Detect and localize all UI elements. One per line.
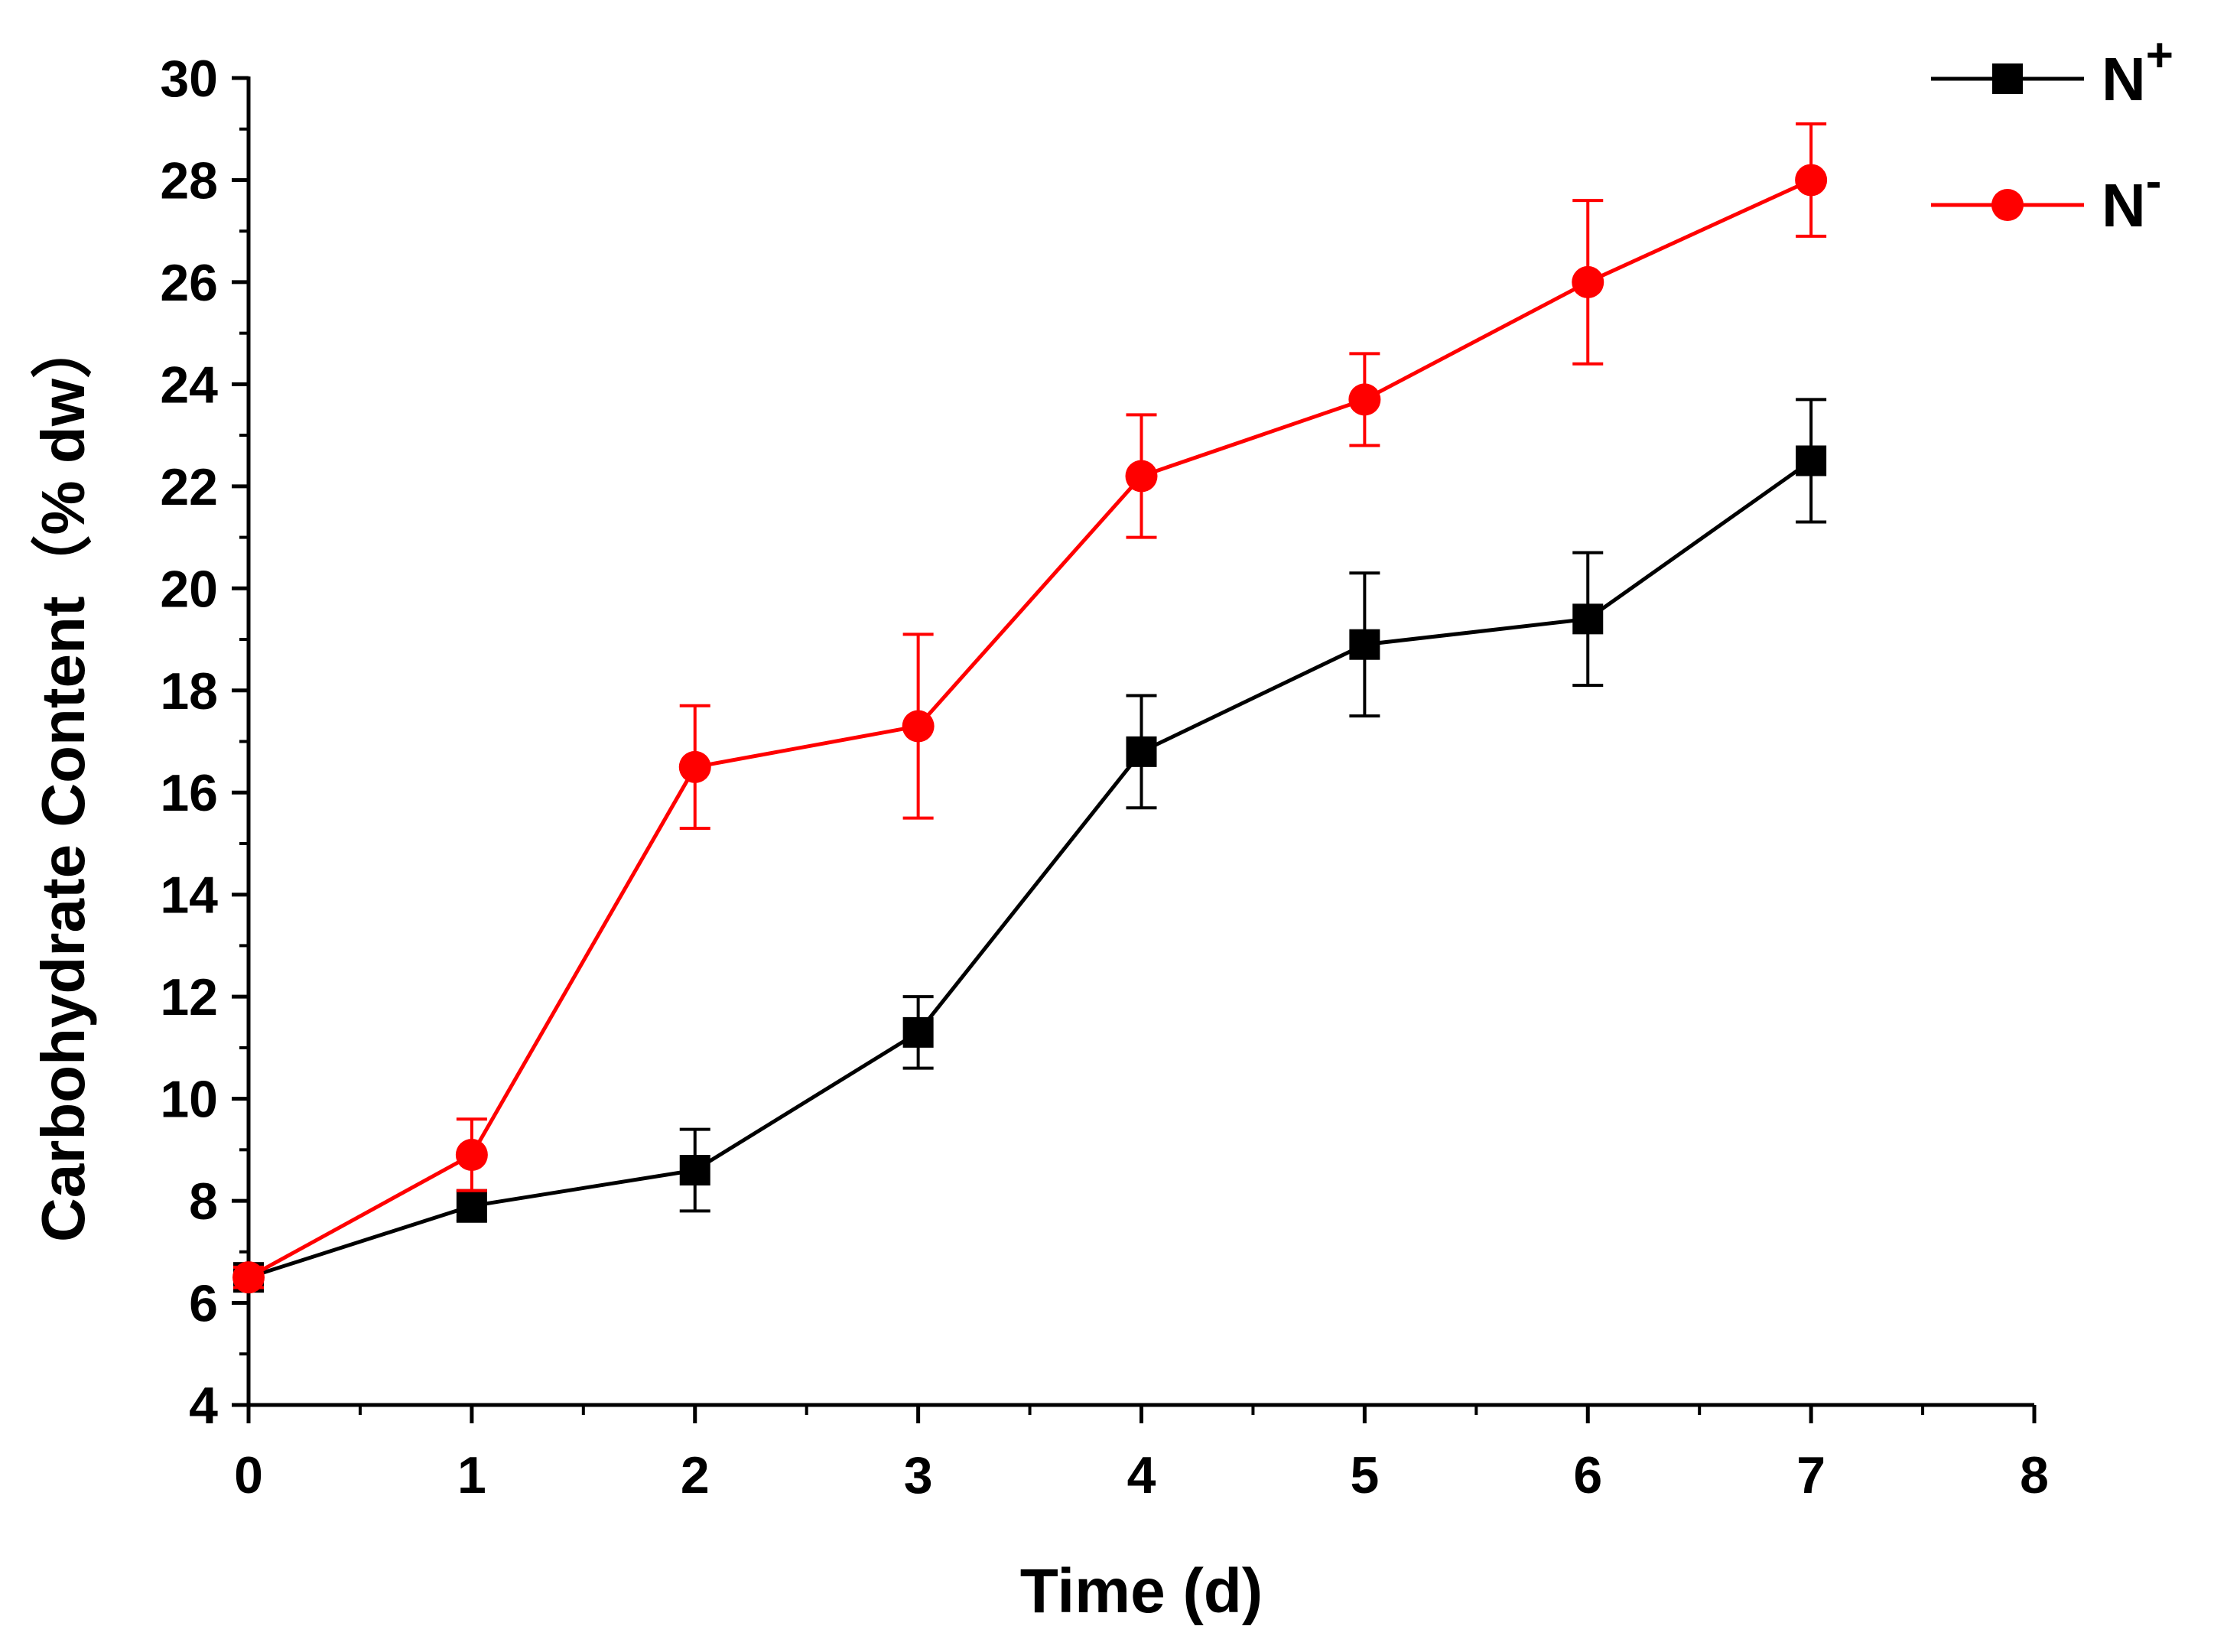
legend-entry-n-minus: N-	[1931, 155, 2161, 239]
y-tick-label: 24	[160, 356, 218, 414]
data-point	[902, 1016, 934, 1048]
y-tick-label: 26	[160, 254, 218, 312]
x-tick-label: 8	[2020, 1446, 2049, 1504]
legend-label: N+	[2102, 29, 2173, 113]
y-tick-label: 30	[160, 50, 218, 108]
x-tick-label: 3	[904, 1446, 933, 1504]
series-n-minus	[232, 122, 1828, 1294]
x-tick-label: 7	[1796, 1446, 1825, 1504]
x-tick-label: 4	[1127, 1446, 1156, 1504]
x-tick-label: 5	[1350, 1446, 1379, 1504]
y-tick-label: 18	[160, 662, 218, 720]
y-tick-label: 6	[189, 1275, 218, 1333]
y-tick-label: 10	[160, 1071, 218, 1129]
y-tick-label: 8	[189, 1172, 218, 1231]
legend-marker	[1991, 189, 2024, 221]
data-point	[456, 1190, 487, 1221]
data-point	[1572, 265, 1604, 298]
x-tick-label: 6	[1573, 1446, 1602, 1504]
x-tick-label: 0	[234, 1446, 263, 1504]
legend: N+N-	[1931, 29, 2173, 239]
legend-label-sup: -	[2146, 155, 2162, 208]
data-point	[902, 710, 935, 743]
data-point	[1572, 603, 1604, 635]
data-point	[455, 1139, 488, 1172]
series-n-plus	[233, 398, 1827, 1293]
legend-label: N-	[2102, 155, 2161, 239]
legend-label-base: N	[2102, 45, 2146, 113]
series-line	[247, 178, 1812, 1280]
y-tick-label: 12	[160, 968, 218, 1026]
y-tick-label: 16	[160, 764, 218, 822]
legend-label-sup: +	[2146, 29, 2173, 82]
data-point	[1348, 383, 1381, 416]
x-axis-title: Time (d)	[1020, 1556, 1263, 1626]
data-point	[1349, 629, 1380, 660]
data-point	[1126, 736, 1157, 767]
legend-marker	[1992, 63, 2023, 94]
data-point	[1796, 445, 1827, 476]
y-tick-label: 20	[160, 560, 218, 618]
legend-label-base: N	[2102, 171, 2146, 239]
series-line	[248, 459, 1812, 1280]
series-layer	[232, 122, 1828, 1294]
x-tick-label: 1	[457, 1446, 486, 1504]
data-point	[678, 750, 711, 783]
legend-entry-n-plus: N+	[1931, 29, 2173, 113]
y-tick-label: 14	[160, 867, 218, 925]
y-tick-label: 28	[160, 151, 218, 210]
data-point	[679, 1155, 710, 1186]
y-axis-title: Carbohydrate Content（% dw）	[29, 317, 97, 1242]
data-point	[1125, 460, 1158, 493]
x-tick-label: 2	[681, 1446, 710, 1504]
y-tick-label: 4	[189, 1377, 218, 1435]
y-tick-label: 22	[160, 458, 218, 516]
data-point	[1795, 164, 1828, 197]
data-point	[232, 1261, 265, 1294]
